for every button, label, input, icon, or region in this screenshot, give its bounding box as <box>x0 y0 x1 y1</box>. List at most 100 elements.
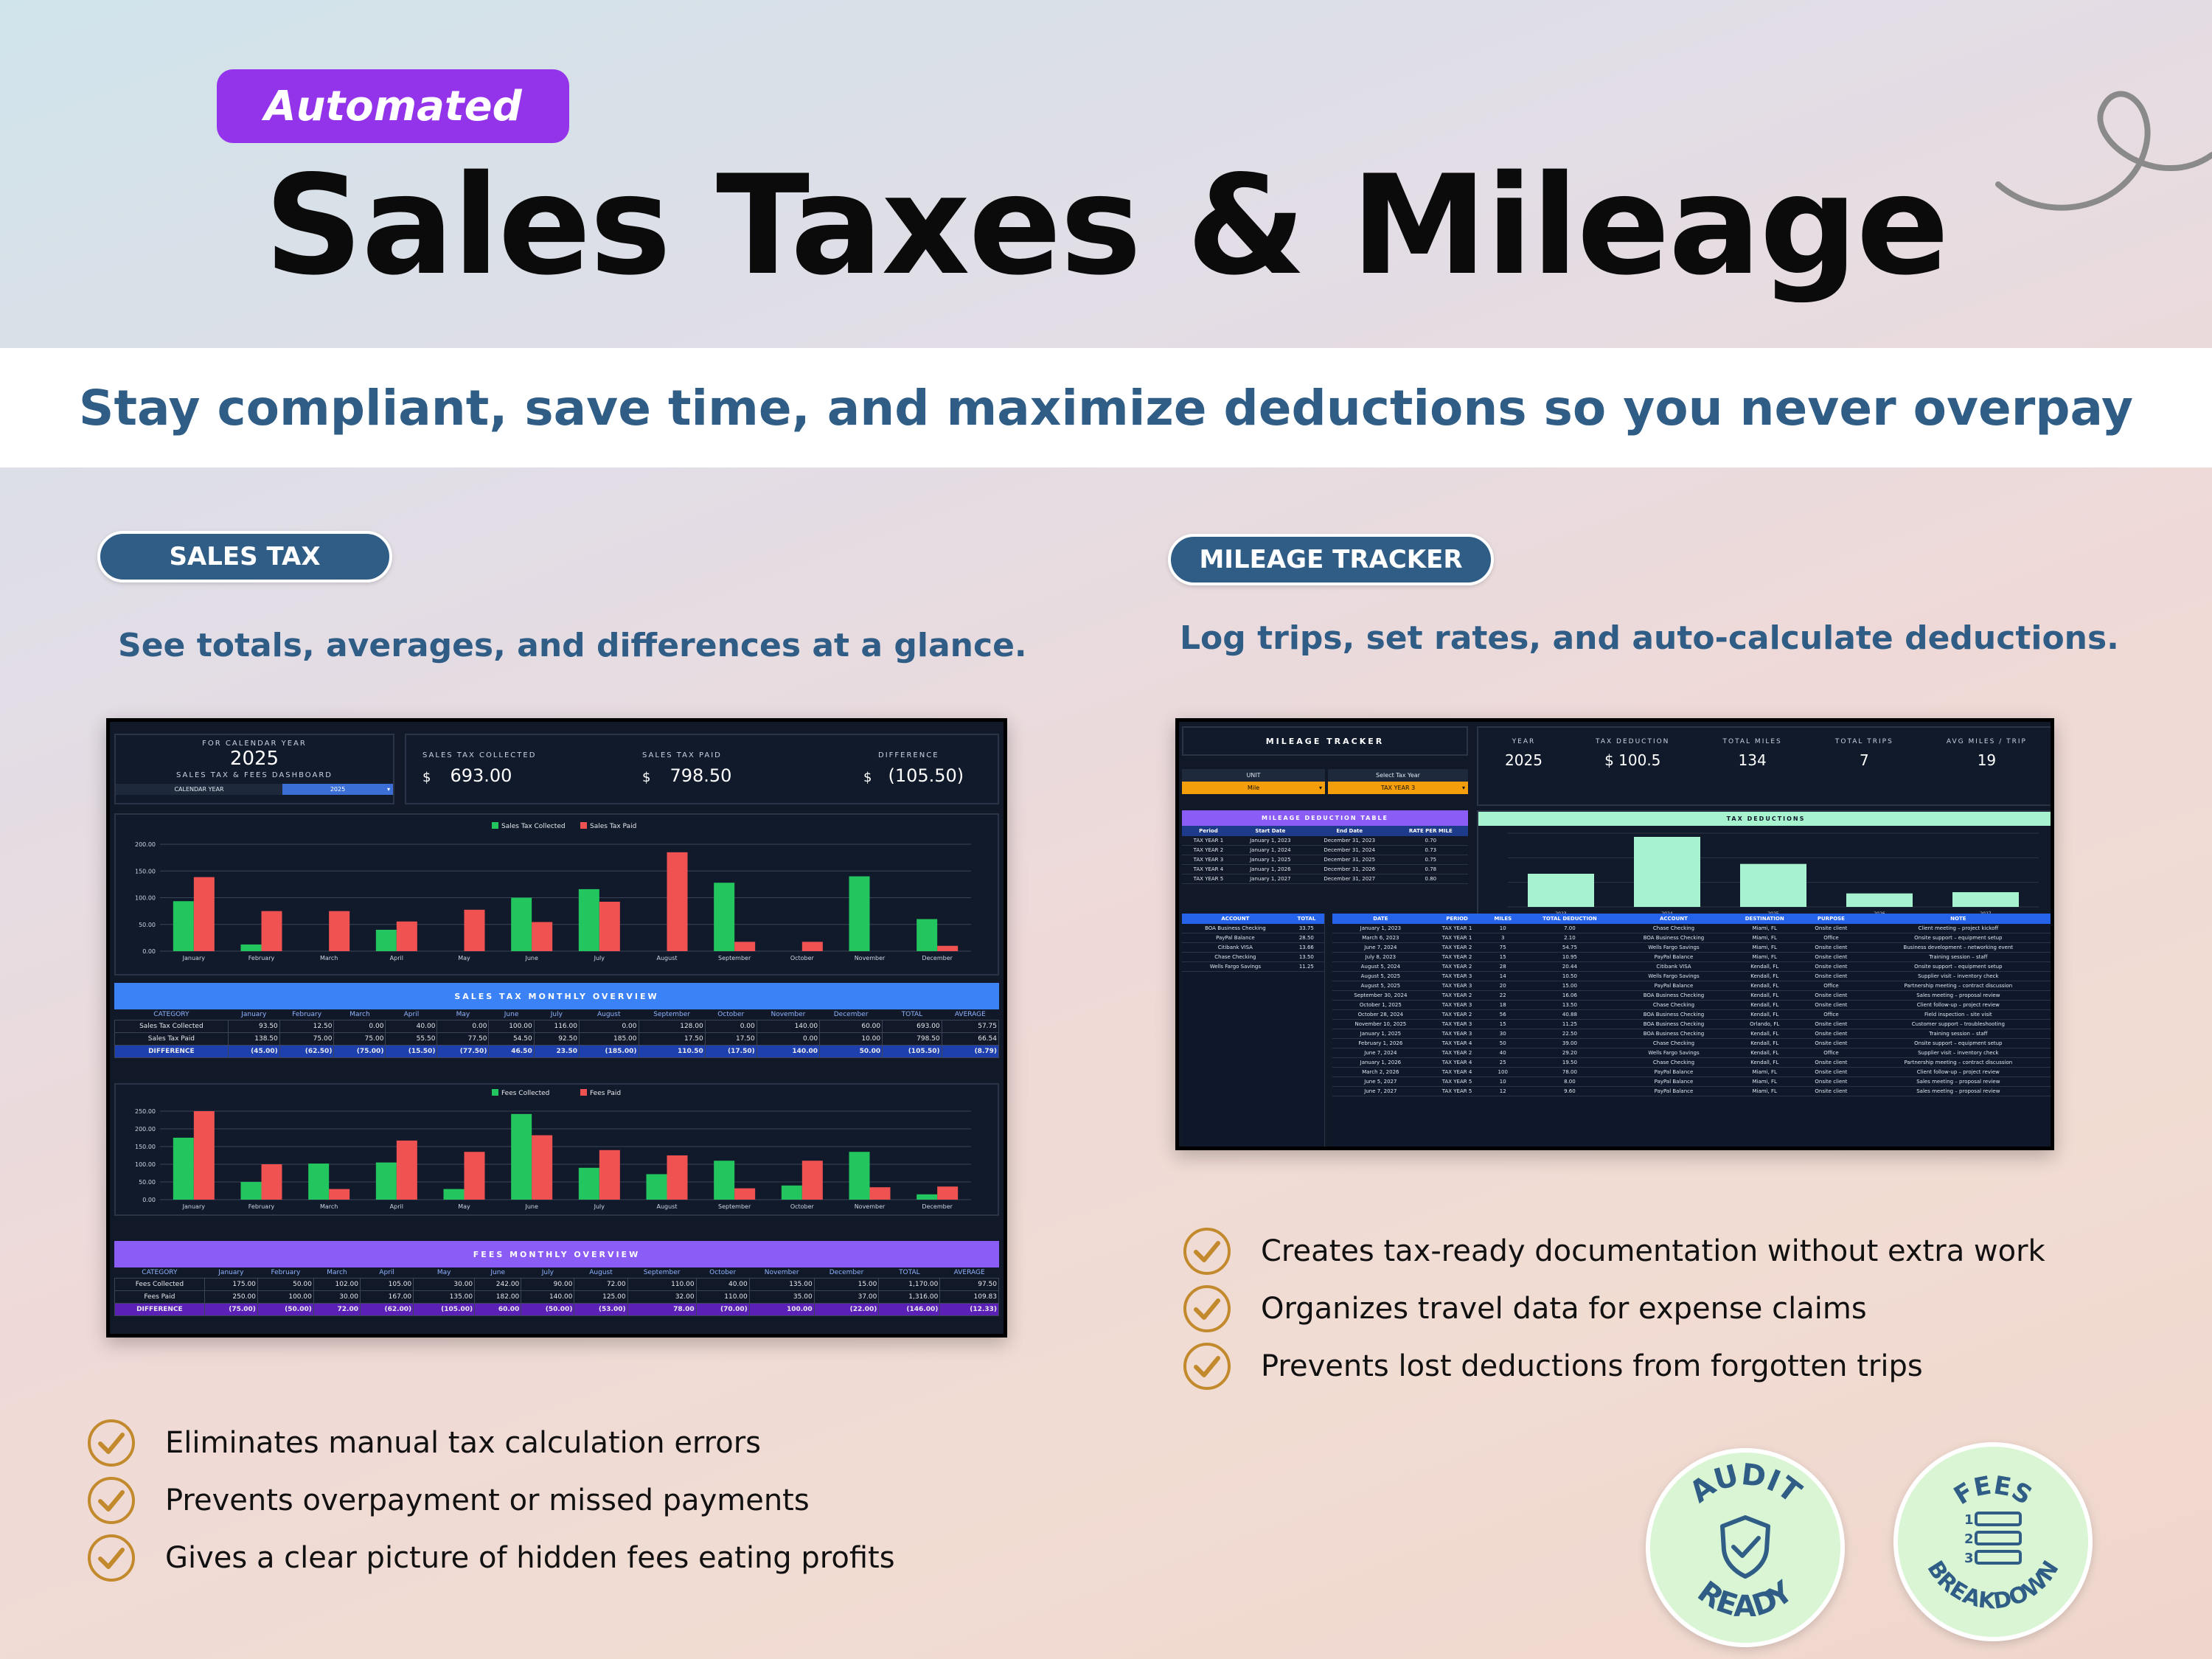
cell-value: 90.00 <box>521 1278 575 1291</box>
cell-value: TAX YEAR 4 <box>1428 1038 1486 1048</box>
cell-value: (75.00) <box>333 1045 386 1058</box>
table-row: DIFFERENCE (45.00) (62.50) (75.00) (15.50) (7… <box>114 1045 1000 1058</box>
cell-value: Chase Checking <box>1618 1038 1729 1048</box>
column-header: January <box>218 1269 244 1276</box>
cell-value: 56 <box>1485 1009 1521 1020</box>
cell-value: 15 <box>1485 1019 1521 1029</box>
cell-value: Wells Fargo Savings <box>1618 971 1729 981</box>
stat-value: 134 <box>1738 751 1767 769</box>
table-row: February 1, 2026 TAX YEAR 4 50 39.00 Chase C… <box>1332 1038 2051 1048</box>
cell-value: 30.00 <box>413 1278 476 1291</box>
table-row: Chase Checking 13.50 <box>1182 952 1324 962</box>
sales-overview-table: CATEGORY January February March April May June… <box>114 1009 1000 1058</box>
cell-value: (8.79) <box>941 1045 1000 1058</box>
table-row: TAX YEAR 1 January 1, 2023 December 31, 20… <box>1182 836 1468 846</box>
x-tick-label: March <box>320 1203 338 1210</box>
cell-value: 50.00 <box>257 1278 314 1291</box>
cell-value: Onsite client <box>1801 1086 1862 1096</box>
cell-value: Chase Checking <box>1618 1057 1729 1068</box>
stat-label: AVG MILES / TRIP <box>1946 738 2027 745</box>
stat-item: YEAR 2025 <box>1505 738 1543 769</box>
stat-item: TOTAL TRIPS 7 <box>1835 738 1893 769</box>
bar-paid <box>193 1111 215 1200</box>
cell-value: 15.00 <box>813 1278 880 1291</box>
column-header: TOTAL DEDUCTION <box>1543 916 1597 922</box>
table-row: March 2, 2026 TAX YEAR 4 100 78.00 PayPal Ba… <box>1332 1067 2051 1077</box>
cell-value: 128.00 <box>638 1020 706 1033</box>
cell-value: 32.00 <box>627 1290 697 1304</box>
cell-value: 250.00 <box>204 1290 258 1304</box>
bar-paid <box>869 1187 891 1200</box>
table-row: August 5, 2024 TAX YEAR 2 28 20.44 Citibank … <box>1332 961 2051 972</box>
cell-value: 72.00 <box>313 1303 361 1316</box>
y-tick-label: 0.00 <box>142 1197 156 1203</box>
bar-collected <box>917 1194 938 1200</box>
x-tick-label: January <box>182 955 206 961</box>
sales-tax-dashboard: FOR CALENDAR YEAR 2025 SALES TAX & FEES … <box>106 718 1007 1338</box>
cell-value: October 28, 2024 <box>1332 1009 1429 1020</box>
svg-text:1: 1 <box>1964 1512 1974 1528</box>
cell-value: 20 <box>1485 981 1521 991</box>
cell-value: 182.00 <box>474 1290 522 1304</box>
cell-value: 78.00 <box>627 1303 697 1316</box>
unit-select[interactable]: Mile ▾ <box>1182 782 1325 794</box>
x-tick-label: October <box>790 955 815 961</box>
table-row: January 1, 2026 TAX YEAR 4 25 19.50 Chase Ch… <box>1332 1057 2051 1068</box>
column-header: NOTE <box>1950 916 1966 922</box>
legend-label: Fees Paid <box>590 1090 621 1097</box>
legend-label: Sales Tax Collected <box>501 823 566 830</box>
cell-value: January 1, 2024 <box>1234 845 1306 855</box>
cell-value: Customer support – troubleshooting <box>1861 1019 2051 1029</box>
cell-value: BOA Business Checking <box>1618 1029 1729 1039</box>
cell-value: 0.00 <box>437 1020 490 1033</box>
bullet-item: Prevents lost deductions from forgotten … <box>1183 1342 2045 1391</box>
x-tick-label: May <box>458 955 470 961</box>
cell-value: TAX YEAR 2 <box>1428 952 1486 962</box>
cell-value: 13.50 <box>1288 952 1324 962</box>
cell-value: TAX YEAR 3 <box>1428 971 1486 981</box>
cell-value: Wells Fargo Savings <box>1618 942 1729 953</box>
cell-value: 11.25 <box>1520 1019 1619 1029</box>
column-header: July <box>550 1011 563 1018</box>
cell-value: 13.66 <box>1288 942 1324 953</box>
bar-collected <box>714 1161 735 1200</box>
cell-value: 55.50 <box>385 1032 438 1046</box>
cell-value: TAX YEAR 2 <box>1428 990 1486 1001</box>
table-row: BOA Business Checking 33.75 <box>1182 924 1324 933</box>
sales-overview-title: SALES TAX MONTHLY OVERVIEW <box>114 983 999 1009</box>
cell-value: 30.00 <box>313 1290 361 1304</box>
cell-value: TAX YEAR 5 <box>1428 1077 1486 1087</box>
cell-value: (50.00) <box>257 1303 314 1316</box>
unit-label: UNIT <box>1182 769 1325 782</box>
cell-value: (45.00) <box>227 1045 280 1058</box>
cell-value: Wells Fargo Savings <box>1618 1048 1729 1058</box>
cell-value: 40.00 <box>695 1278 750 1291</box>
cell-value: June 5, 2027 <box>1332 1077 1429 1087</box>
calendar-year-select[interactable]: 2025 ▾ <box>282 784 393 795</box>
cell-value: 11.25 <box>1288 961 1324 972</box>
x-tick-label: February <box>248 1203 275 1210</box>
table-row: August 5, 2025 TAX YEAR 3 20 15.00 PayPal Ba… <box>1332 981 2051 991</box>
bar-paid <box>734 942 756 951</box>
cell-value: (105.50) <box>882 1045 942 1058</box>
cell-value: 39.00 <box>1520 1038 1619 1048</box>
tax-year-select[interactable]: TAX YEAR 3 ▾ <box>1328 782 1468 794</box>
currency-symbol: $ <box>422 770 431 785</box>
column-header: MILES <box>1494 916 1512 922</box>
table-row: Sales Tax Collected 93.50 12.50 0.00 40.00 0.… <box>114 1020 1000 1033</box>
cell-value: 33.75 <box>1288 924 1324 933</box>
cell-value: 37.00 <box>813 1290 880 1304</box>
deduction-bar <box>1528 874 1594 907</box>
cell-value: 693.00 <box>882 1020 942 1033</box>
cell-value: 78.00 <box>1520 1067 1619 1077</box>
mileage-bullets: Creates tax-ready documentation without … <box>1183 1227 2045 1391</box>
cell-value: Partnership meeting – contract discussio… <box>1861 1057 2051 1068</box>
cell-value: BOA Business Checking <box>1182 924 1289 933</box>
legend-swatch <box>580 1089 587 1096</box>
column-header: Period <box>1199 828 1218 834</box>
cell-value: 135.00 <box>413 1290 476 1304</box>
bar-collected <box>173 901 194 951</box>
column-header: December <box>829 1269 864 1276</box>
check-circle-icon <box>1183 1343 1231 1390</box>
table-row: June 7, 2024 TAX YEAR 2 40 29.20 Wells Fargo… <box>1332 1048 2051 1058</box>
